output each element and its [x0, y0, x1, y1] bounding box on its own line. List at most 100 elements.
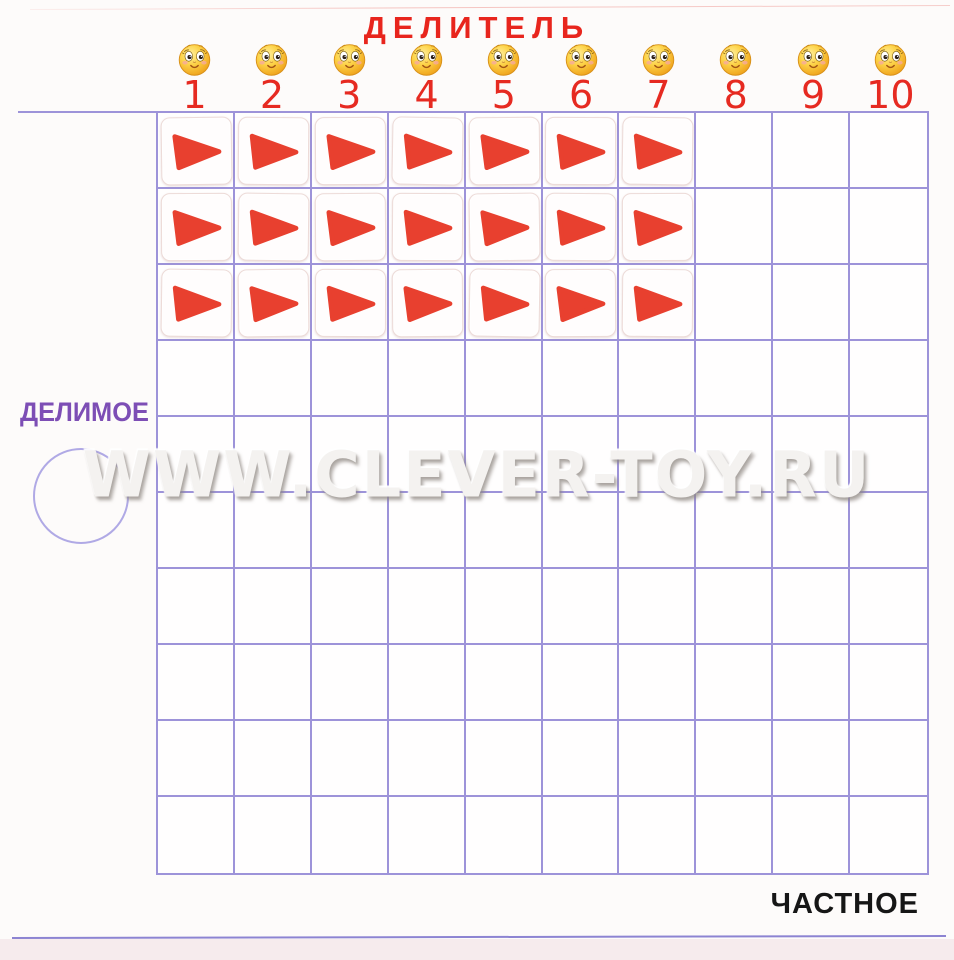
grid-cell[interactable]	[619, 341, 697, 417]
grid-cell[interactable]	[543, 797, 620, 873]
grid-cell[interactable]	[311, 645, 389, 721]
arrow-tile[interactable]	[160, 268, 233, 338]
grid-cell[interactable]	[158, 569, 235, 645]
arrow-tile[interactable]	[545, 116, 617, 186]
arrow-tile[interactable]	[314, 192, 387, 262]
grid-cell[interactable]	[388, 341, 466, 417]
grid-cell[interactable]	[542, 341, 620, 417]
grid-cell[interactable]	[850, 493, 927, 569]
arrow-tile[interactable]	[391, 192, 463, 262]
grid-cell[interactable]	[311, 189, 389, 265]
grid-cell[interactable]	[696, 493, 774, 569]
grid-cell[interactable]	[158, 113, 235, 189]
arrow-tile[interactable]	[237, 268, 310, 338]
grid-cell[interactable]	[850, 645, 927, 721]
arrow-tile[interactable]	[545, 192, 617, 262]
grid-cell[interactable]	[773, 417, 851, 493]
grid-cell[interactable]	[542, 645, 620, 721]
grid-cell[interactable]	[235, 797, 312, 873]
grid-cell[interactable]	[465, 341, 543, 417]
grid-cell[interactable]	[311, 721, 389, 797]
grid-cell[interactable]	[158, 189, 235, 265]
grid-cell[interactable]	[158, 493, 235, 569]
arrow-tile[interactable]	[160, 192, 233, 262]
grid-cell[interactable]	[234, 341, 312, 417]
grid-cell[interactable]	[542, 493, 620, 569]
arrow-tile[interactable]	[622, 268, 694, 338]
grid-cell[interactable]	[850, 721, 927, 797]
grid-cell[interactable]	[389, 797, 466, 873]
grid-cell[interactable]	[619, 797, 697, 873]
arrow-tile[interactable]	[237, 192, 310, 262]
arrow-tile[interactable]	[467, 268, 541, 338]
grid-cell[interactable]	[619, 569, 697, 645]
arrow-tile[interactable]	[621, 116, 694, 186]
grid-cell[interactable]	[158, 341, 235, 417]
arrow-tile[interactable]	[468, 116, 540, 186]
grid-cell[interactable]	[850, 417, 927, 493]
grid-cell[interactable]	[773, 189, 851, 265]
grid-cell[interactable]	[696, 113, 774, 189]
grid-cell[interactable]	[311, 341, 389, 417]
grid-cell[interactable]	[465, 721, 543, 797]
grid-cell[interactable]	[696, 417, 774, 493]
grid-cell[interactable]	[311, 417, 389, 493]
grid-cell[interactable]	[158, 797, 235, 873]
grid-cell[interactable]	[466, 797, 543, 873]
grid-cell[interactable]	[465, 189, 543, 265]
grid-cell[interactable]	[773, 113, 851, 189]
grid-cell[interactable]	[158, 417, 235, 493]
grid-cell[interactable]	[234, 493, 312, 569]
arrow-tile[interactable]	[622, 192, 694, 262]
grid-cell[interactable]	[696, 569, 774, 645]
grid-cell[interactable]	[850, 113, 927, 189]
grid-cell[interactable]	[234, 113, 312, 189]
grid-cell[interactable]	[388, 569, 466, 645]
grid-cell[interactable]	[773, 569, 851, 645]
grid-cell[interactable]	[234, 721, 312, 797]
grid-cell[interactable]	[311, 493, 389, 569]
grid-cell[interactable]	[542, 113, 620, 189]
grid-cell[interactable]	[388, 721, 466, 797]
grid-cell[interactable]	[619, 265, 697, 341]
grid-cell[interactable]	[234, 569, 312, 645]
arrow-tile[interactable]	[545, 268, 617, 338]
grid-cell[interactable]	[850, 265, 927, 341]
grid-cell[interactable]	[619, 417, 697, 493]
grid-cell[interactable]	[311, 569, 389, 645]
grid-cell[interactable]	[696, 797, 774, 873]
arrow-tile[interactable]	[314, 116, 386, 186]
grid-cell[interactable]	[773, 721, 851, 797]
grid-cell[interactable]	[619, 189, 697, 265]
grid-cell[interactable]	[158, 721, 235, 797]
arrow-tile[interactable]	[391, 116, 464, 186]
grid-cell[interactable]	[696, 645, 774, 721]
grid-cell[interactable]	[312, 797, 389, 873]
grid-cell[interactable]	[465, 417, 543, 493]
arrow-tile[interactable]	[314, 268, 386, 338]
grid-cell[interactable]	[311, 113, 389, 189]
grid-cell[interactable]	[234, 265, 312, 341]
grid-cell[interactable]	[850, 341, 927, 417]
grid-cell[interactable]	[619, 721, 697, 797]
grid-cell[interactable]	[465, 113, 543, 189]
grid-cell[interactable]	[234, 189, 312, 265]
grid-cell[interactable]	[542, 721, 620, 797]
dividend-slot-circle[interactable]	[33, 448, 129, 544]
grid-cell[interactable]	[158, 645, 235, 721]
grid-cell[interactable]	[619, 493, 697, 569]
grid-cell[interactable]	[234, 417, 312, 493]
grid-cell[interactable]	[773, 797, 851, 873]
grid-cell[interactable]	[311, 265, 389, 341]
grid-cell[interactable]	[465, 493, 543, 569]
grid-cell[interactable]	[542, 417, 620, 493]
grid-cell[interactable]	[465, 645, 543, 721]
grid-cell[interactable]	[850, 189, 927, 265]
grid-cell[interactable]	[696, 265, 774, 341]
grid-cell[interactable]	[234, 645, 312, 721]
grid-cell[interactable]	[850, 569, 927, 645]
arrow-tile[interactable]	[237, 116, 310, 186]
grid-cell[interactable]	[773, 265, 851, 341]
grid-cell[interactable]	[773, 341, 851, 417]
grid-cell[interactable]	[388, 645, 466, 721]
